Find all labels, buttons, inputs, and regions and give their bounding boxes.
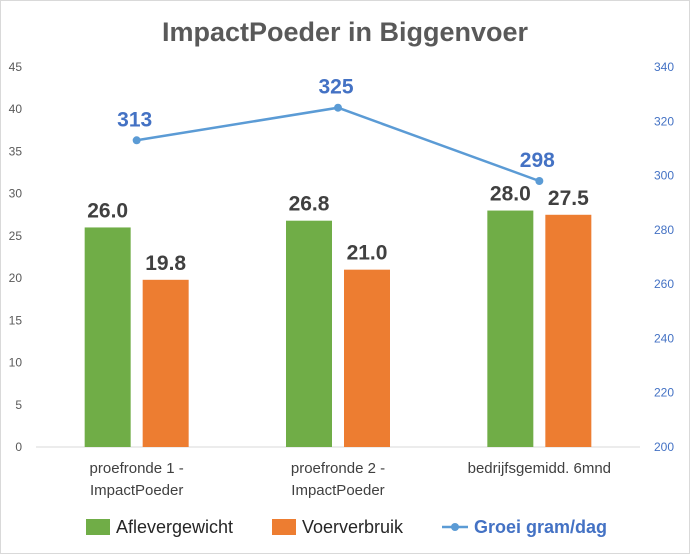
line-point <box>535 177 544 185</box>
bar-data-label: 19.8 <box>145 252 186 275</box>
left-axis-tick-label: 35 <box>9 144 23 158</box>
left-axis-tick-label: 15 <box>9 313 23 327</box>
bar-data-label: 21.0 <box>347 242 388 265</box>
right-axis-tick-label: 240 <box>654 331 674 345</box>
line-point <box>132 136 141 145</box>
bar-data-label: 26.0 <box>87 199 128 222</box>
left-axis-tick-label: 5 <box>15 398 22 412</box>
right-axis-tick-label: 340 <box>654 60 674 74</box>
line-data-label: 298 <box>520 149 555 172</box>
right-axis-tick-label: 300 <box>654 169 674 183</box>
bar-aflevergewicht <box>286 220 332 447</box>
bar-data-label: 27.5 <box>548 187 589 210</box>
right-axis-tick-label: 280 <box>654 223 674 237</box>
left-axis-tick-label: 20 <box>9 271 23 285</box>
legend-label: Groei gram/dag <box>474 517 607 537</box>
left-axis-tick-label: 45 <box>9 60 23 74</box>
legend-swatch-aflevergewicht <box>86 519 110 535</box>
left-axis-tick-label: 25 <box>9 229 23 243</box>
right-axis-tick-label: 320 <box>654 114 674 128</box>
left-axis-tick-label: 30 <box>9 187 23 201</box>
legend-label: Aflevergewicht <box>116 517 233 537</box>
line-point <box>334 103 342 112</box>
line-data-label: 313 <box>117 108 152 131</box>
line-series-groei <box>136 106 540 183</box>
bar-aflevergewicht <box>84 227 131 447</box>
line-data-label: 325 <box>318 76 353 99</box>
bar-voerverbruik <box>545 214 592 447</box>
bar-voerverbruik <box>344 269 390 447</box>
right-axis-tick-label: 200 <box>654 440 674 454</box>
bar-data-label: 26.8 <box>289 193 330 216</box>
bar-voerverbruik <box>142 279 189 447</box>
left-axis-tick-label: 0 <box>15 440 22 454</box>
right-axis-tick-label: 260 <box>654 277 674 291</box>
bar-aflevergewicht <box>487 210 534 447</box>
bar-data-label: 28.0 <box>490 183 531 206</box>
category-label: bedrijfsgemidd. 6mnd <box>468 460 611 477</box>
legend-swatch-voerverbruik <box>272 519 296 535</box>
left-axis-tick-label: 40 <box>9 102 23 116</box>
left-axis-tick-label: 10 <box>9 356 23 370</box>
category-label: proefronde 2 - <box>291 460 385 477</box>
legend-line-marker <box>451 523 459 531</box>
category-label: ImpactPoeder <box>90 482 183 499</box>
legend-label: Voerverbruik <box>302 517 404 537</box>
category-label: ImpactPoeder <box>291 482 384 499</box>
chart-title: ImpactPoeder in Biggenvoer <box>162 17 529 47</box>
right-axis-tick-label: 220 <box>654 386 674 400</box>
category-label: proefronde 1 - <box>90 460 184 477</box>
